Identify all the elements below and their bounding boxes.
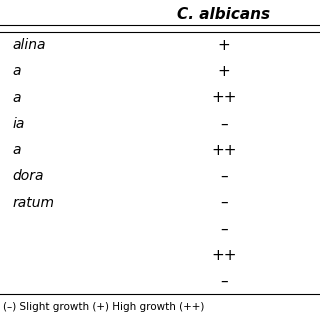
Text: (–) Slight growth (+) High growth (++): (–) Slight growth (+) High growth (++)	[3, 302, 204, 312]
Text: ++: ++	[211, 143, 237, 157]
Text: –: –	[220, 116, 228, 131]
Text: C. albicans: C. albicans	[177, 7, 271, 22]
Text: ++: ++	[211, 90, 237, 105]
Text: a: a	[13, 143, 21, 157]
Text: dora: dora	[13, 169, 44, 183]
Text: a: a	[13, 91, 21, 105]
Text: +: +	[218, 64, 230, 79]
Text: –: –	[220, 221, 228, 236]
Text: –: –	[220, 274, 228, 289]
Text: a: a	[13, 64, 21, 78]
Text: +: +	[218, 38, 230, 52]
Text: ratum: ratum	[13, 196, 55, 210]
Text: ia: ia	[13, 117, 25, 131]
Text: alina: alina	[13, 38, 46, 52]
Text: –: –	[220, 169, 228, 184]
Text: –: –	[220, 195, 228, 210]
Text: ++: ++	[211, 248, 237, 262]
